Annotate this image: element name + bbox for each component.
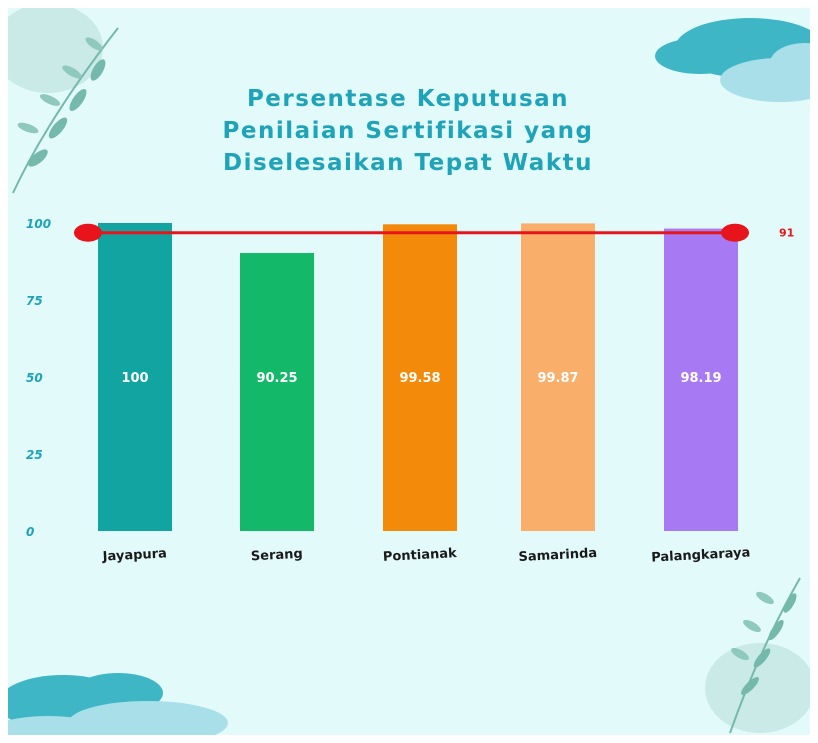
bar-value-label: 98.19 xyxy=(680,371,721,386)
x-tick-label: Palangkaraya xyxy=(651,545,751,565)
cloud-bottom-left-icon xyxy=(8,673,228,735)
x-tick-label: Serang xyxy=(250,547,303,565)
y-tick-label: 50 xyxy=(26,371,43,385)
bar-chart: 0 25 50 75 100 100 Jayapura 90.25 Serang 99.58 Pon… xyxy=(26,217,794,566)
x-tick-label: Pontianak xyxy=(383,546,458,565)
x-tick-label: Jayapura xyxy=(101,546,167,564)
bar-value-label: 100 xyxy=(121,371,148,386)
x-tick-label: Samarinda xyxy=(518,546,597,565)
chart-title-line: Diselesaikan Tepat Waktu xyxy=(223,150,593,176)
target-line-marker-right xyxy=(721,223,749,242)
bar-value-label: 90.25 xyxy=(256,371,297,386)
y-tick-label: 25 xyxy=(26,448,43,462)
y-tick-label: 75 xyxy=(26,294,43,308)
bar-serang xyxy=(240,253,314,531)
cloud-top-right-icon xyxy=(655,18,810,102)
bar-pontianak xyxy=(383,224,457,532)
bar-value-label: 99.58 xyxy=(399,371,440,386)
bar-samarinda xyxy=(521,223,595,532)
chart-title: Persentase Keputusan Penilaian Sertifika… xyxy=(128,83,688,179)
chart-card: Persentase Keputusan Penilaian Sertifika… xyxy=(8,8,810,735)
chart-title-line: Penilaian Sertifikasi yang xyxy=(222,118,594,144)
leaf-branch-bottom-right-icon xyxy=(705,577,810,734)
leaf-branch-top-left-icon xyxy=(8,8,119,194)
y-tick-label: 100 xyxy=(26,217,51,231)
bar-palangkaraya xyxy=(664,228,738,531)
bar-jayapura xyxy=(98,223,172,531)
chart-title-line: Persentase Keputusan xyxy=(246,86,570,112)
bar-value-label: 99.87 xyxy=(537,371,578,386)
target-line-label: 91 xyxy=(779,227,794,240)
target-line-marker-left xyxy=(74,223,102,242)
y-tick-label: 0 xyxy=(26,525,34,539)
